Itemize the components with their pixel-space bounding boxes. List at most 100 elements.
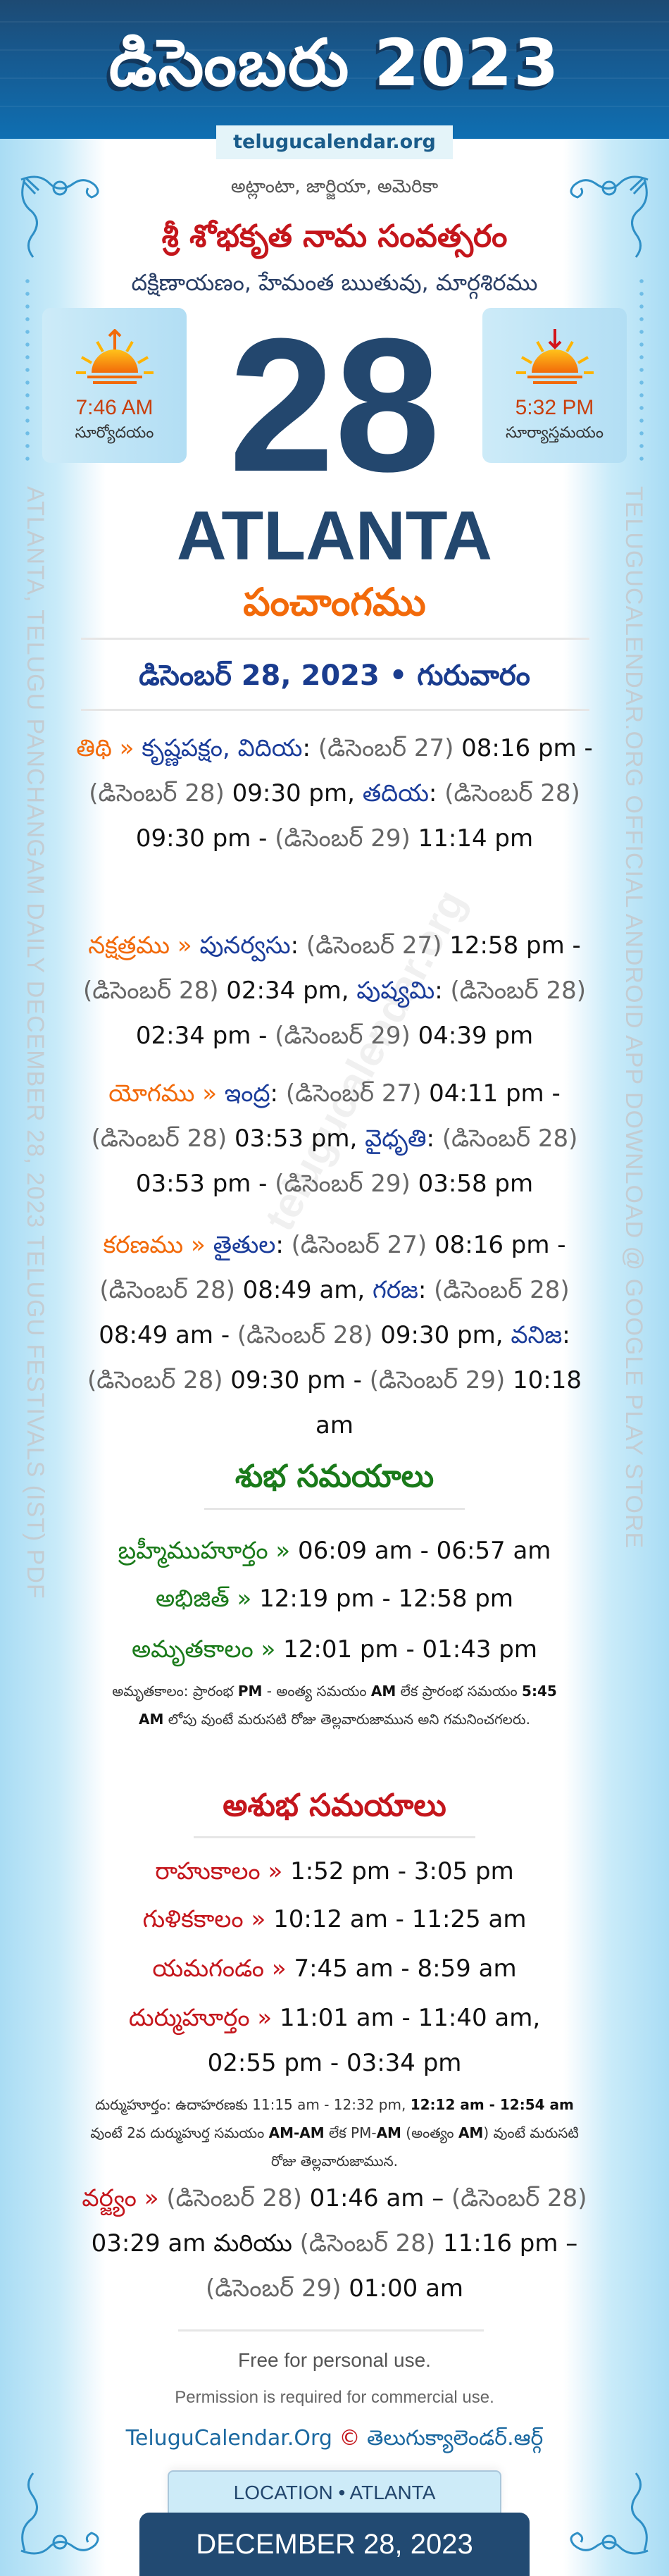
subha-time: 12:19 pm - 12:58 pm — [259, 1585, 514, 1613]
subha-label: అమృతకాలం — [131, 1635, 254, 1664]
field-time: 08:16 pm - — [427, 1231, 566, 1259]
field-time: 03:58 pm — [410, 1170, 534, 1198]
sunset-time: 5:32 PM — [515, 396, 594, 419]
copyright-icon: © — [339, 2426, 361, 2451]
field-time: 08:49 am, — [235, 1276, 373, 1304]
field-name: తదియ — [362, 779, 429, 807]
free-use-text: Free for personal use. — [238, 2349, 431, 2371]
asubha-item: దుర్ముహూర్తం » 11:01 am - 11:40 am, 02:5… — [128, 2004, 541, 2077]
note-text: లోపు వుంటే మరుసటి రోజు తెల్లవారుజామున అన… — [163, 1711, 530, 1728]
note-text: లేక PM- — [324, 2124, 377, 2141]
field-date: (డిసెంబర్ 28) — [91, 1125, 227, 1153]
field-time: 04:39 pm — [410, 1022, 534, 1050]
field-date: (డిసెంబర్ 29) — [275, 1170, 411, 1198]
bold-text: 12:12 am - 12:54 am — [410, 2096, 574, 2113]
asubha-label: యమగండం — [152, 1955, 265, 1983]
field-time: 02:34 pm, — [218, 977, 357, 1005]
field-time: 09:30 pm - — [135, 824, 275, 853]
sunset-icon — [515, 329, 594, 384]
divider — [81, 638, 589, 640]
field-time: 11:16 pm – — [435, 2229, 578, 2258]
field-time: : — [302, 734, 318, 762]
note-text: ) వుంటే మరుసటి రోజు తెల్లవారుజామున. — [270, 2124, 579, 2169]
note-text: వుంటే 2వ దుర్ముహుర్త సమయం — [90, 2124, 269, 2141]
bold-text: AM — [458, 2124, 484, 2141]
bold-text: 5:45 AM — [139, 1683, 557, 1728]
field-date: (డిసెంబర్ 28) — [87, 1366, 223, 1394]
field-label: తిథి — [76, 734, 112, 762]
date-heading: డిసెంబర్ 28, 2023 • గురువారం — [139, 660, 530, 692]
asubha-label: దుర్ముహూర్తం — [128, 2004, 250, 2032]
field-time: 09:30 pm, — [373, 1321, 511, 1349]
ayana-ritu-masam: దక్షిణాయణం, హేమంత ఋతువు, మార్గశిరము — [131, 269, 538, 296]
asubha-time: 7:45 am - 8:59 am — [294, 1955, 517, 1983]
subha-label: బ్రహ్మీముహూర్తం — [118, 1537, 268, 1565]
header-banner: డిసెంబరు 2023 — [0, 0, 669, 139]
field-date: (డిసెంబర్ 28) — [451, 2184, 587, 2212]
corner-ornament-icon — [570, 2472, 649, 2555]
note-text: లేక ప్రారంభ సమయం — [396, 1683, 523, 1699]
field-label: కరణము — [103, 1231, 184, 1259]
asubha-time: 1:52 pm - 3:05 pm — [290, 1857, 514, 1885]
field-name: పునర్వసు — [199, 931, 291, 960]
subha-heading: శుభ సమయాలు — [235, 1459, 434, 1494]
field-time: 11:14 pm — [410, 824, 534, 853]
permission-text: Permission is required for commercial us… — [175, 2388, 494, 2407]
site-badge[interactable]: telugucalendar.org — [216, 125, 453, 159]
divider — [178, 2329, 484, 2332]
karanam-row: కరణము » తైతుల: (డిసెంబర్ 27) 08:16 pm - … — [74, 1222, 595, 1448]
field-label: యోగము — [108, 1079, 195, 1108]
field-time: 12:58 pm - — [442, 931, 581, 960]
subha-time: 06:09 am - 06:57 am — [298, 1537, 551, 1565]
field-time: 09:30 pm, — [224, 779, 363, 807]
note-text: - అంత్య సమయం — [262, 1683, 371, 1699]
durmuhurtham-note: దుర్ముహూర్తం: ఉదాహరణకు 11:15 am - 12:32 … — [81, 2091, 588, 2175]
asubha-label: » — [136, 2184, 167, 2212]
field-time: 09:30 pm - — [223, 1366, 370, 1394]
bold-text: AM-AM — [268, 2124, 325, 2141]
field-date: (డిసెంబర్ 28) — [450, 977, 587, 1005]
subha-time: 12:01 pm - 01:43 pm — [283, 1635, 538, 1664]
varjyam-row: వర్జ్యం » (డిసెంబర్ 28) 01:46 am – (డిసె… — [74, 2176, 595, 2311]
dotted-border — [639, 275, 644, 465]
field-time — [292, 2229, 300, 2258]
field-date: (డిసెంబర్ 29) — [275, 1022, 411, 1050]
field-time: : — [275, 1231, 292, 1259]
field-label: » — [183, 1231, 213, 1259]
field-time: 03:29 am — [91, 2229, 214, 2258]
right-side-panel — [563, 139, 669, 2576]
field-time: 01:46 am – — [301, 2184, 452, 2212]
brand-line: TeluguCalendar.Org © తెలుగుక్యాలెండర్.ఆర… — [74, 2424, 595, 2453]
subha-label: అభిజిత్ — [155, 1585, 230, 1613]
field-date: (డిసెంబర్ 28) — [434, 1276, 570, 1304]
divider — [194, 1836, 475, 1838]
location-line: అట్లాంటా, జార్జియా, అమెరికా — [230, 176, 439, 197]
asubha-item: గుళికకాలం » 10:12 am - 11:25 am — [142, 1905, 527, 1933]
brand-telugu[interactable]: తెలుగుక్యాలెండర్.ఆర్గ్ — [366, 2426, 544, 2451]
brand-english[interactable]: TeluguCalendar.Org — [125, 2426, 332, 2451]
field-date: (డిసెంబర్ 28) — [237, 1321, 373, 1349]
asubha-time: 11:01 am - 11:40 am, 02:55 pm - 03:34 pm — [207, 2004, 541, 2077]
field-date: (డిసెంబర్ 28) — [166, 2184, 302, 2212]
field-date: (డిసెంబర్ 28) — [82, 977, 219, 1005]
field-date: (డిసెంబర్ 29) — [369, 1366, 506, 1394]
field-time: 08:16 pm - — [454, 734, 593, 762]
subha-item: అమృతకాలం » 12:01 pm - 01:43 pm — [131, 1635, 538, 1664]
subha-item: బ్రహ్మీముహూర్తం » 06:09 am - 06:57 am — [118, 1537, 551, 1565]
side-text-left: ATLANTA, TELUGU PANCHANGAM DAILY DECEMBE… — [22, 486, 49, 1599]
field-time: : — [426, 1125, 442, 1153]
dotted-border — [25, 275, 30, 465]
bold-text: PM — [237, 1683, 263, 1699]
field-time: 03:53 pm - — [135, 1170, 275, 1198]
field-date: (డిసెంబర్ 29) — [275, 824, 411, 853]
note-text: (అంత్యం — [401, 2124, 458, 2141]
field-date: (డిసెంబర్ 29) — [205, 2274, 342, 2303]
field-time: : — [290, 931, 306, 960]
field-date: (డిసెంబర్ 27) — [306, 931, 442, 960]
field-name: కృష్ణపక్షం, విదియ — [142, 734, 303, 762]
field-time: 04:11 pm - — [421, 1079, 561, 1108]
asubha-item: యమగండం » 7:45 am - 8:59 am — [152, 1955, 517, 1983]
asubha-item: రాహుకాలం » 1:52 pm - 3:05 pm — [155, 1857, 514, 1885]
field-name: వైధృతి — [365, 1125, 427, 1153]
date-banner: DECEMBER 28, 2023 — [139, 2513, 530, 2576]
